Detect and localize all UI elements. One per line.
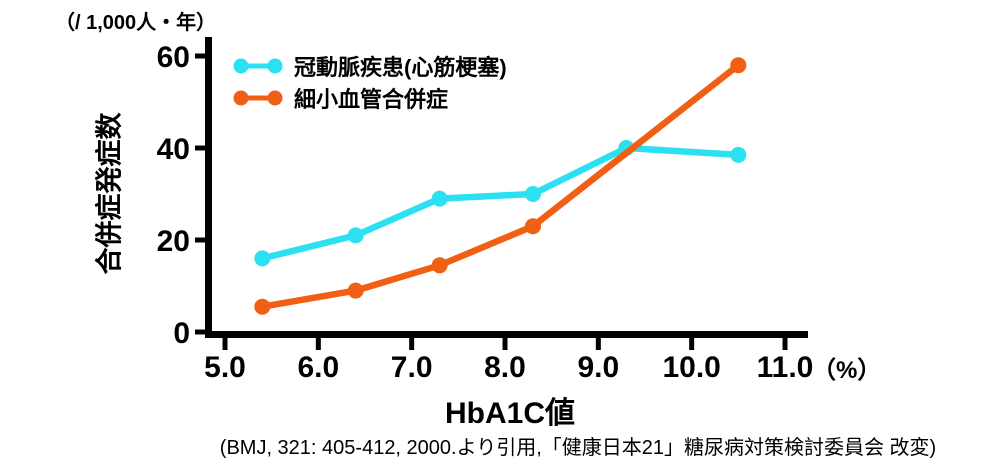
legend-line-marker-icon [233,58,283,74]
x-tick-label: 7.0 [391,351,433,384]
source-citation: (BMJ, 321: 405-412, 2000.より引用,「健康日本21」糖尿… [219,437,937,459]
y-axis-unit-label: （/ 1,000人・年） [55,12,217,34]
y-tick-label: 20 [157,225,190,258]
y-tick-label: 0 [173,317,190,350]
data-point [431,257,448,274]
legend-item: 細小血管合併症 [233,82,507,114]
legend-label: 冠動脈疾患(心筋梗塞) [294,55,507,80]
x-tick-label: 9.0 [577,351,619,384]
data-point [254,298,271,315]
data-point [431,190,448,207]
data-point [730,146,747,163]
y-tick-label: 60 [157,41,190,74]
data-point [347,282,364,299]
data-point [347,227,364,244]
legend-item: 冠動脈疾患(心筋梗塞) [233,50,507,82]
data-point [730,57,747,74]
series-line [259,144,742,262]
x-tick-label: 6.0 [297,351,339,384]
data-point [254,250,271,267]
y-tick-label: 40 [157,133,190,166]
data-point [524,218,541,235]
x-tick-label: 5.0 [204,351,246,384]
x-tick-label: 10.0 [662,351,720,384]
x-tick-label: 11.0 [757,351,814,384]
data-point [524,186,541,202]
legend-line-marker-icon [233,90,283,106]
x-axis-unit-label: （%） [812,357,882,384]
legend-label: 細小血管合併症 [294,87,449,112]
legend: 冠動脈疾患(心筋梗塞) 細小血管合併症 [233,50,507,114]
x-axis-title: HbA1C値 [444,397,575,430]
x-tick-label: 8.0 [484,351,526,384]
